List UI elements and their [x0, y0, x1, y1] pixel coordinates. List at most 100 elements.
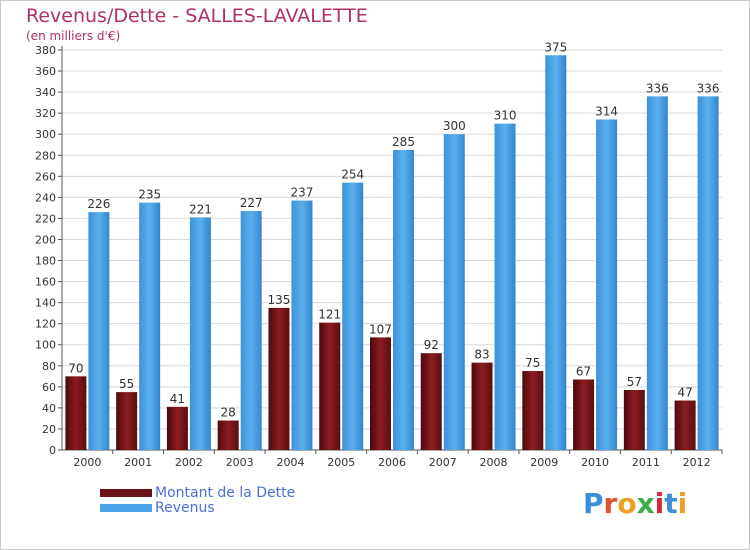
data-label-revenue-2012: 336 — [697, 81, 720, 95]
data-label-debt-2002: 41 — [170, 392, 185, 406]
y-tick-label: 100 — [35, 339, 56, 352]
y-tick-label: 280 — [35, 149, 56, 162]
grid-layer — [62, 49, 722, 430]
bar-debt-2003 — [217, 420, 239, 450]
x-tick-label: 2007 — [429, 456, 457, 469]
legend-swatch-revenue — [100, 504, 152, 512]
data-label-debt-2009: 75 — [525, 356, 540, 370]
y-tick-label: 180 — [35, 255, 56, 268]
data-label-debt-2007: 92 — [424, 338, 439, 352]
bar-revenue-2006 — [393, 150, 414, 450]
data-label-revenue-2005: 254 — [341, 168, 364, 182]
data-label-debt-2004: 135 — [268, 293, 291, 307]
y-tick-label: 140 — [35, 297, 56, 310]
y-tick-label: 60 — [42, 381, 56, 394]
data-label-debt-2001: 55 — [119, 377, 134, 391]
bar-debt-2010 — [573, 379, 595, 450]
bar-debt-2004 — [268, 307, 290, 450]
y-tick-label: 260 — [35, 170, 56, 183]
bar-revenue-2010 — [596, 119, 618, 450]
data-label-revenue-2007: 300 — [443, 119, 466, 133]
x-tick-label: 2001 — [124, 456, 152, 469]
legend-label-debt: Montant de la Dette — [155, 485, 296, 501]
data-label-debt-2005: 121 — [318, 308, 341, 322]
data-label-revenue-2008: 310 — [494, 109, 517, 123]
chart-title: Revenus/Dette - SALLES-LAVALETTE — [26, 5, 368, 27]
data-label-revenue-2010: 314 — [595, 104, 618, 118]
chart-subtitle: (en milliers d'€) — [26, 29, 121, 43]
y-tick-label: 380 — [35, 44, 56, 57]
bar-debt-2008 — [471, 362, 493, 450]
x-tick-label: 2003 — [226, 456, 254, 469]
logo-letter: r — [603, 487, 618, 520]
y-tick-label: 360 — [35, 65, 56, 78]
data-label-revenue-2006: 285 — [392, 135, 415, 149]
bar-debt-2012 — [674, 400, 696, 450]
x-tick-label: 2006 — [378, 456, 406, 469]
label-layer: 70 226 55 235 41 221 28 227 135 237 121 254 107 285 92… — [68, 40, 719, 419]
x-tick-label: 2008 — [480, 456, 508, 469]
data-label-debt-2012: 47 — [677, 386, 692, 400]
y-tick-label: 300 — [35, 128, 56, 141]
x-tick-label: 2000 — [73, 456, 101, 469]
bar-debt-2000 — [65, 376, 87, 450]
data-label-debt-2006: 107 — [369, 322, 392, 336]
x-tick-label: 2010 — [581, 456, 609, 469]
x-tick-label: 2011 — [632, 456, 660, 469]
y-tick-label: 220 — [35, 212, 56, 225]
proxiti-logo: Proxiti — [583, 487, 687, 520]
y-tick-label: 320 — [35, 107, 56, 120]
bar-debt-2005 — [319, 322, 341, 450]
bar-revenue-2011 — [646, 96, 668, 450]
logo-letter: i — [654, 487, 665, 520]
data-label-revenue-2011: 336 — [646, 81, 669, 95]
logo-letter: t — [664, 487, 678, 520]
bar-debt-2006 — [370, 337, 391, 450]
bar-revenue-2003 — [240, 211, 262, 450]
logo-letter: P — [583, 487, 604, 520]
data-label-debt-2008: 83 — [474, 348, 489, 362]
x-tick-label: 2005 — [327, 456, 355, 469]
bar-debt-2001 — [116, 392, 138, 450]
data-label-debt-2010: 67 — [576, 364, 591, 378]
y-tick-label: 40 — [42, 402, 56, 415]
legend-label-revenue: Revenus — [155, 500, 215, 516]
x-tick-label: 2012 — [683, 456, 711, 469]
data-label-revenue-2009: 375 — [544, 40, 567, 54]
data-label-revenue-2000: 226 — [87, 197, 110, 211]
y-tick-label: 160 — [35, 276, 56, 289]
bar-revenue-2007 — [443, 134, 465, 451]
x-tick-label: 2002 — [175, 456, 203, 469]
bar-revenue-2009 — [545, 55, 567, 451]
y-tick-label: 0 — [49, 444, 56, 457]
data-label-debt-2000: 70 — [68, 361, 83, 375]
logo-letter: o — [617, 487, 637, 520]
data-label-revenue-2002: 221 — [189, 202, 212, 216]
axis-layer: 0 20 40 60 80 100 120 140 160 180 200 220 240 260 280 3… — [35, 44, 723, 469]
bar-revenue-2004 — [291, 200, 313, 450]
y-tick-label: 120 — [35, 318, 56, 331]
data-label-revenue-2001: 235 — [138, 188, 161, 202]
bar-debt-2002 — [166, 406, 188, 450]
y-tick-label: 340 — [35, 86, 56, 99]
bar-revenue-2002 — [189, 217, 211, 450]
y-tick-label: 20 — [42, 423, 56, 436]
data-label-debt-2003: 28 — [221, 406, 236, 420]
y-tick-label: 80 — [42, 360, 56, 373]
bar-revenue-2008 — [494, 123, 516, 451]
y-tick-label: 200 — [35, 233, 56, 246]
bar-revenue-2000 — [88, 212, 110, 450]
logo-letter: x — [636, 487, 655, 520]
bar-debt-2011 — [623, 390, 645, 450]
bar-revenue-2012 — [697, 96, 719, 450]
data-label-debt-2011: 57 — [627, 375, 642, 389]
bar-revenue-2005 — [342, 182, 364, 450]
data-label-revenue-2004: 237 — [291, 186, 314, 200]
legend-swatch-debt — [100, 489, 152, 497]
data-label-revenue-2003: 227 — [240, 196, 263, 210]
logo-letter: i — [677, 487, 688, 520]
bar-debt-2007 — [420, 353, 442, 450]
bar-revenue-2001 — [139, 202, 161, 450]
x-tick-label: 2009 — [530, 456, 558, 469]
